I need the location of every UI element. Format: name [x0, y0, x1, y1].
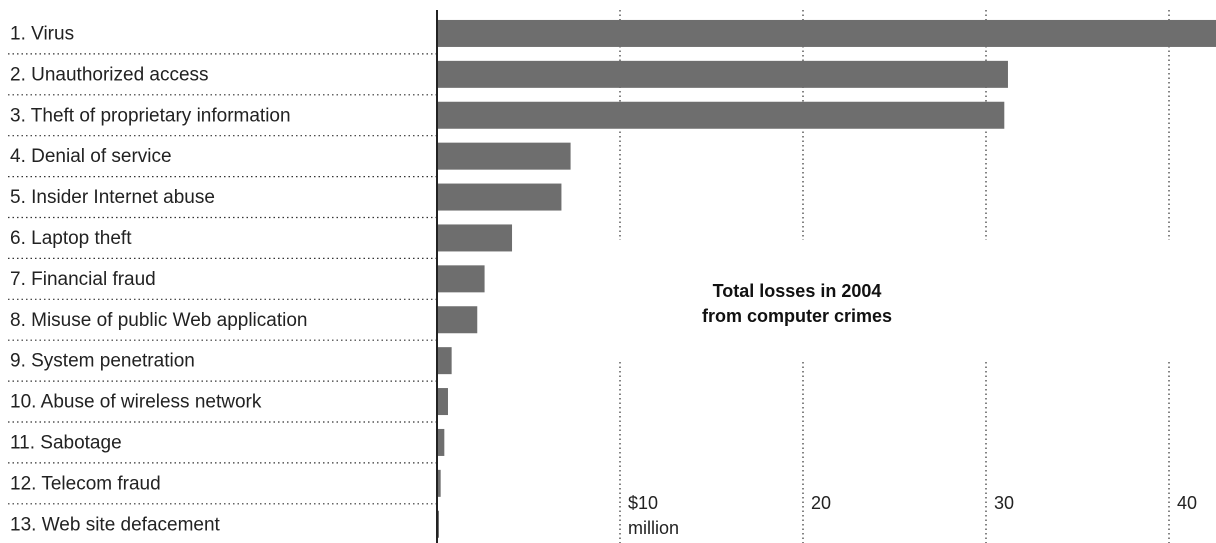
x-tick-label: 20	[811, 493, 831, 513]
category-label: 1. Virus	[10, 23, 74, 44]
chart-title: Total losses in 2004 from computer crime…	[702, 281, 892, 326]
x-tick-label: 30	[994, 493, 1014, 513]
bar	[437, 388, 448, 416]
bar	[437, 428, 445, 456]
category-label: 2. Unauthorized access	[10, 64, 209, 85]
bar	[437, 265, 485, 293]
category-label: 11. Sabotage	[10, 432, 122, 453]
bar	[437, 19, 1216, 47]
category-label: 6. Laptop theft	[10, 228, 132, 249]
grid	[619, 10, 1170, 543]
bar	[437, 306, 478, 334]
category-label: 8. Misuse of public Web application	[10, 310, 307, 331]
bars	[437, 19, 1216, 538]
category-label: 3. Theft of proprietary information	[10, 105, 291, 126]
chart-title-line-2: from computer crimes	[702, 306, 892, 326]
category-label: 7. Financial fraud	[10, 269, 156, 290]
category-label: 9. System penetration	[10, 351, 195, 372]
bar	[437, 101, 1005, 129]
bar	[437, 224, 513, 252]
category-label: 13. Web site defacement	[10, 514, 221, 535]
row-separators	[8, 53, 436, 505]
x-tick-label: $10	[628, 493, 658, 513]
category-label: 12. Telecom fraud	[10, 473, 161, 494]
bar	[437, 142, 571, 170]
category-label: 5. Insider Internet abuse	[10, 187, 215, 208]
category-label: 10. Abuse of wireless network	[10, 392, 262, 413]
category-labels: 1. Virus 2. Unauthorized access 3. Theft o…	[10, 23, 307, 535]
bar	[437, 347, 452, 375]
x-tick-label: 40	[1177, 493, 1197, 513]
bar	[437, 183, 562, 211]
x-tick-sublabel: million	[628, 518, 679, 538]
category-label: 4. Denial of service	[10, 146, 172, 167]
x-axis-ticks: $10 million 20 30 40	[628, 493, 1197, 538]
bar	[437, 60, 1008, 88]
chart-title-line-1: Total losses in 2004	[713, 281, 882, 301]
bar	[437, 469, 441, 497]
